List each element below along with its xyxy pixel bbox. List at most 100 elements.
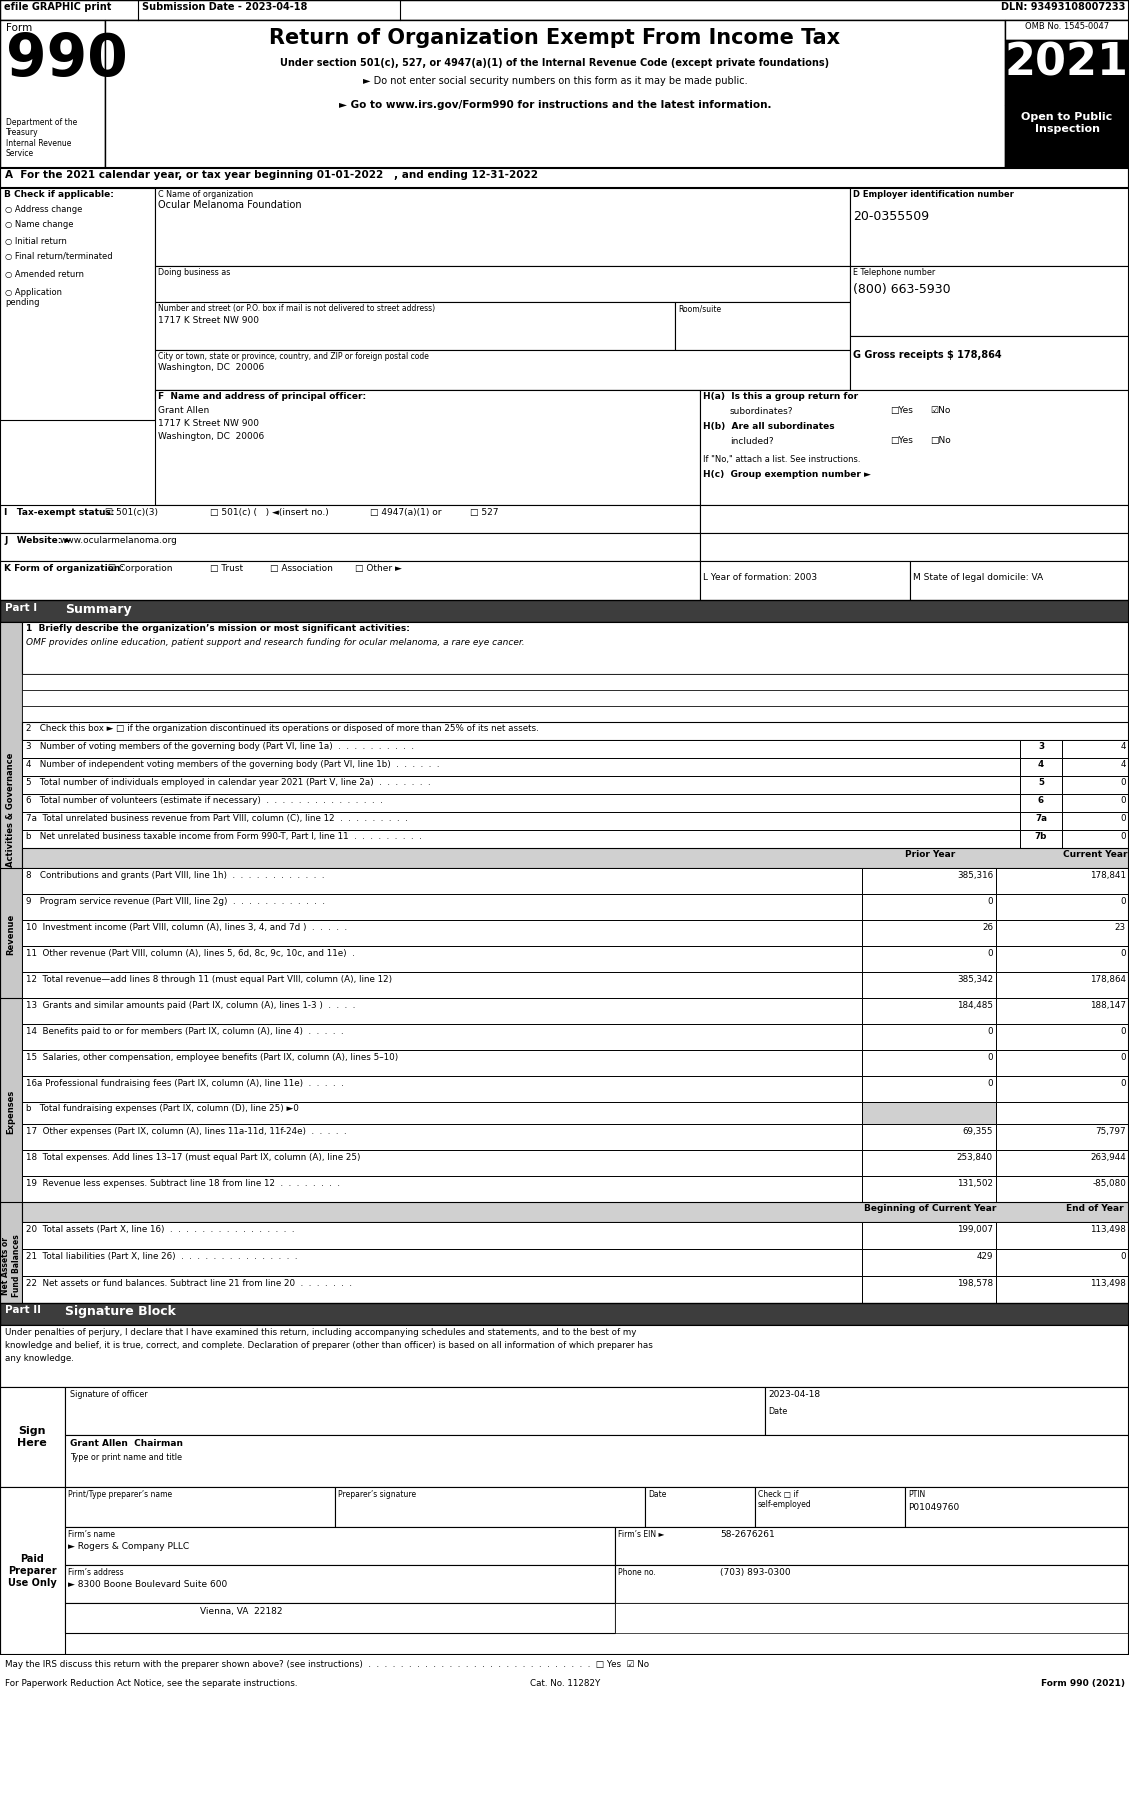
- Text: ► Go to www.irs.gov/Form990 for instructions and the latest information.: ► Go to www.irs.gov/Form990 for instruct…: [339, 100, 771, 111]
- Bar: [863, 920, 996, 945]
- Bar: [155, 189, 850, 267]
- Text: knowledge and belief, it is true, correct, and complete. Declaration of preparer: knowledge and belief, it is true, correc…: [5, 1341, 653, 1350]
- Bar: [21, 998, 863, 1023]
- Bar: [996, 920, 1129, 945]
- Text: Part II: Part II: [5, 1304, 41, 1315]
- Text: Preparer’s signature: Preparer’s signature: [338, 1489, 417, 1498]
- Bar: [21, 894, 863, 920]
- Bar: [1005, 20, 1129, 40]
- Bar: [863, 1050, 996, 1076]
- Bar: [996, 1050, 1129, 1076]
- Text: □ Trust: □ Trust: [210, 564, 243, 573]
- Bar: [1062, 831, 1129, 847]
- Bar: [996, 945, 1129, 972]
- Text: Grant Allen  Chairman: Grant Allen Chairman: [70, 1439, 183, 1448]
- Text: 4   Number of independent voting members of the governing body (Part VI, line 1b: 4 Number of independent voting members o…: [26, 760, 439, 769]
- Text: ○ Address change: ○ Address change: [5, 205, 82, 214]
- Text: 0: 0: [1120, 1052, 1126, 1061]
- Text: 19  Revenue less expenses. Subtract line 18 from line 12  .  .  .  .  .  .  .  .: 19 Revenue less expenses. Subtract line …: [26, 1179, 340, 1188]
- Bar: [21, 945, 863, 972]
- Text: 2   Check this box ► □ if the organization discontinued its operations or dispos: 2 Check this box ► □ if the organization…: [26, 724, 539, 733]
- Bar: [0, 504, 700, 533]
- Text: 26: 26: [982, 923, 994, 932]
- Bar: [21, 920, 863, 945]
- Text: 58-2676261: 58-2676261: [720, 1529, 774, 1538]
- Bar: [755, 1487, 905, 1527]
- Text: □Yes: □Yes: [890, 406, 913, 415]
- Bar: [1019, 813, 1062, 831]
- Text: 198,578: 198,578: [957, 1279, 994, 1288]
- Text: C Name of organization: C Name of organization: [158, 190, 253, 200]
- Bar: [21, 813, 1019, 831]
- Text: Submission Date - 2023-04-18: Submission Date - 2023-04-18: [142, 2, 307, 13]
- Bar: [21, 776, 1019, 795]
- Text: 0: 0: [1120, 1252, 1126, 1261]
- Bar: [615, 1604, 1129, 1633]
- Bar: [21, 1175, 863, 1203]
- Text: L Year of formation: 2003: L Year of formation: 2003: [703, 573, 817, 582]
- Text: 385,342: 385,342: [957, 974, 994, 983]
- Text: Check □ if
self-employed: Check □ if self-employed: [758, 1489, 812, 1509]
- Text: 184,485: 184,485: [957, 1001, 994, 1010]
- Text: Washington, DC  20006: Washington, DC 20006: [158, 363, 264, 372]
- Bar: [0, 189, 155, 421]
- Text: 7a: 7a: [1035, 814, 1047, 824]
- Text: □No: □No: [930, 435, 951, 444]
- Text: Firm’s address: Firm’s address: [68, 1567, 123, 1576]
- Bar: [863, 1125, 996, 1150]
- Text: Washington, DC  20006: Washington, DC 20006: [158, 432, 264, 441]
- Text: End of Year: End of Year: [1066, 1204, 1123, 1214]
- Bar: [21, 689, 1129, 706]
- Text: M State of legal domicile: VA: M State of legal domicile: VA: [913, 573, 1043, 582]
- Text: -85,080: -85,080: [1092, 1179, 1126, 1188]
- Text: 20  Total assets (Part X, line 16)  .  .  .  .  .  .  .  .  .  .  .  .  .  .  . : 20 Total assets (Part X, line 16) . . . …: [26, 1224, 295, 1234]
- Text: 0: 0: [988, 1052, 994, 1061]
- Text: B Check if applicable:: B Check if applicable:: [5, 190, 114, 200]
- Text: 75,797: 75,797: [1095, 1126, 1126, 1136]
- Text: any knowledge.: any knowledge.: [5, 1353, 73, 1362]
- Text: 3: 3: [1038, 742, 1044, 751]
- Bar: [155, 390, 850, 401]
- Bar: [700, 533, 1129, 561]
- Text: Under section 501(c), 527, or 4947(a)(1) of the Internal Revenue Code (except pr: Under section 501(c), 527, or 4947(a)(1)…: [280, 58, 830, 67]
- Bar: [155, 390, 700, 504]
- Bar: [65, 1487, 335, 1527]
- Text: K Form of organization:: K Form of organization:: [5, 564, 124, 573]
- Bar: [0, 1388, 65, 1487]
- Text: Current Year: Current Year: [1062, 851, 1127, 860]
- Bar: [1005, 40, 1129, 105]
- Bar: [910, 561, 1129, 600]
- Text: 69,355: 69,355: [963, 1126, 994, 1136]
- Text: Summary: Summary: [65, 602, 132, 617]
- Text: 0: 0: [988, 1027, 994, 1036]
- Bar: [905, 1487, 1129, 1527]
- Text: 188,147: 188,147: [1089, 1001, 1126, 1010]
- Bar: [0, 1324, 1129, 1388]
- Text: 14  Benefits paid to or for members (Part IX, column (A), line 4)  .  .  .  .  .: 14 Benefits paid to or for members (Part…: [26, 1027, 343, 1036]
- Text: 0: 0: [988, 896, 994, 905]
- Text: Doing business as: Doing business as: [158, 268, 230, 278]
- Bar: [863, 998, 996, 1023]
- Text: 0: 0: [1120, 1027, 1126, 1036]
- Bar: [0, 1654, 1129, 1714]
- Text: 0: 0: [1120, 814, 1126, 824]
- Text: OMB No. 1545-0047: OMB No. 1545-0047: [1025, 22, 1109, 31]
- Text: ► 8300 Boone Boulevard Suite 600: ► 8300 Boone Boulevard Suite 600: [68, 1580, 227, 1589]
- Bar: [700, 390, 1129, 504]
- Bar: [21, 1203, 1129, 1223]
- Bar: [996, 1076, 1129, 1101]
- Bar: [21, 795, 1019, 813]
- Text: 5: 5: [1038, 778, 1044, 787]
- Text: 990: 990: [6, 31, 128, 89]
- Bar: [0, 600, 1129, 622]
- Bar: [996, 1175, 1129, 1203]
- Bar: [21, 1150, 863, 1175]
- Bar: [863, 1101, 996, 1125]
- Text: J   Website: ►: J Website: ►: [5, 535, 71, 544]
- Bar: [863, 945, 996, 972]
- Bar: [0, 998, 21, 1226]
- Bar: [21, 1223, 863, 1250]
- Text: 6   Total number of volunteers (estimate if necessary)  .  .  .  .  .  .  .  .  : 6 Total number of volunteers (estimate i…: [26, 796, 383, 805]
- Bar: [65, 1388, 765, 1435]
- Text: efile GRAPHIC print: efile GRAPHIC print: [5, 2, 112, 13]
